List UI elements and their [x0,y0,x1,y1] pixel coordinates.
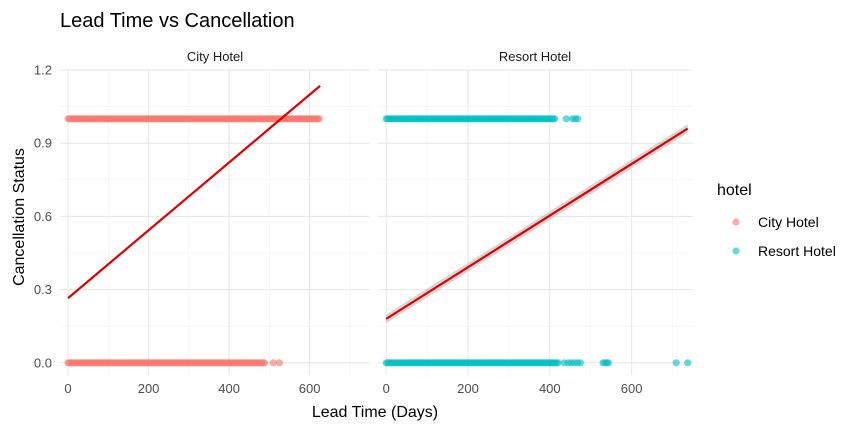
panel-city-hotel: City Hotel [60,49,370,375]
data-point [672,359,680,367]
x-tick-label: 600 [299,381,321,396]
fit-city-hotel [67,84,321,300]
strip-label-resort-hotel: Resort Hotel [499,49,571,64]
data-point [554,359,562,367]
y-axis-ticks: 0.0 0.3 0.6 0.9 1.2 [34,63,52,371]
panel-resort-hotel: Resort Hotel [378,49,693,375]
x-tick-label: 600 [621,381,643,396]
y-tick-label: 0.9 [34,136,52,151]
data-point [260,359,269,367]
x-tick-label: 400 [539,381,561,396]
fit-resort-hotel [385,124,689,324]
data-point [684,359,692,367]
x-axis-title: Lead Time (Days) [312,404,438,421]
fit-line [385,127,689,320]
points-resort-hotel [382,115,692,367]
x-tick-label: 400 [218,381,240,396]
y-tick-label: 0.6 [34,209,52,224]
strip-label-city-hotel: City Hotel [187,49,243,64]
legend-label-city-hotel: City Hotel [758,214,819,230]
x-tick-label: 200 [138,381,160,396]
y-tick-label: 1.2 [34,63,52,78]
legend: hotel City Hotel Resort Hotel [717,182,836,259]
data-point [576,359,585,367]
data-point [315,115,323,123]
y-tick-label: 0.3 [34,282,52,297]
data-point [275,359,284,367]
legend-title: hotel [717,182,752,199]
x-tick-label: 200 [457,381,479,396]
legend-key-city-hotel [732,218,740,226]
legend-key-resort-hotel [732,247,740,255]
data-point [551,115,559,123]
x-tick-label: 0 [64,381,71,396]
fit-line [67,85,321,299]
x-tick-label: 0 [383,381,390,396]
data-point [562,115,570,123]
y-tick-label: 0.0 [34,355,52,370]
legend-label-resort-hotel: Resort Hotel [758,243,836,259]
x-axis-ticks: 0 200 400 600 0 200 400 600 [64,381,642,396]
y-axis-title: Cancellation Status [11,148,28,286]
chart-title: Lead Time vs Cancellation [60,10,295,32]
data-point [269,359,277,367]
data-point [574,115,582,123]
points-city-hotel [64,115,323,367]
data-point [604,359,612,367]
